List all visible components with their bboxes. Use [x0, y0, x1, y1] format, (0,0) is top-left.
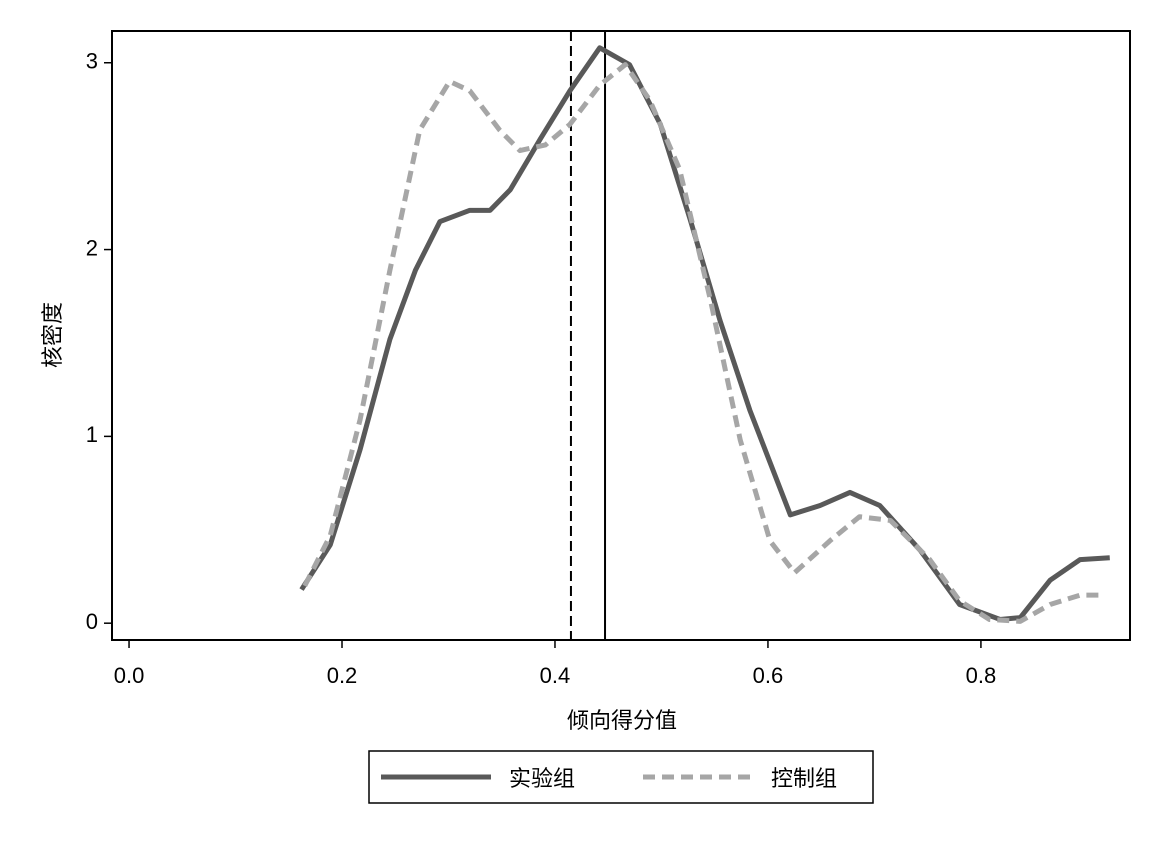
legend-label: 实验组 — [509, 766, 575, 791]
y-axis-label: 核密度 — [40, 302, 65, 368]
plot-frame — [111, 30, 1131, 641]
x-tick-label: 0.0 — [114, 663, 145, 688]
y-tick-label: 2 — [86, 235, 98, 260]
x-axis-label: 倾向得分值 — [567, 708, 677, 733]
legend-box — [368, 750, 874, 804]
y-tick-label: 3 — [86, 49, 98, 74]
y-tick-label: 0 — [86, 609, 98, 634]
x-tick-label: 0.8 — [966, 663, 997, 688]
x-tick-label: 0.6 — [753, 663, 784, 688]
y-tick-label: 1 — [86, 422, 98, 447]
x-tick-label: 0.2 — [327, 663, 358, 688]
series-line — [302, 62, 1105, 624]
series-line — [299, 45, 1110, 622]
x-tick-label: 0.4 — [540, 663, 571, 688]
legend-label: 控制组 — [771, 766, 837, 791]
